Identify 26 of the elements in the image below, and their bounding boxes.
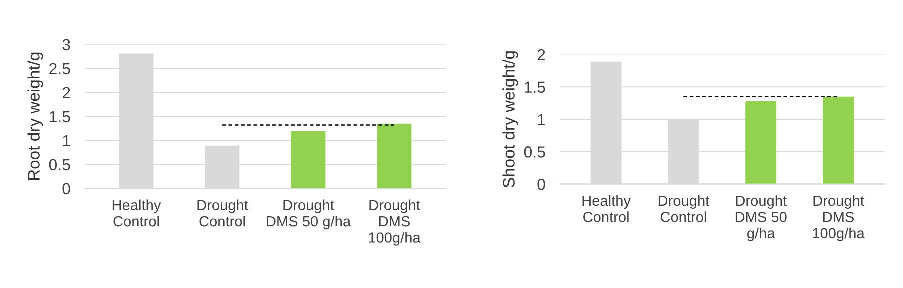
bar [291, 132, 326, 189]
x-tick-label: Drought DMS 50 g/ha [267, 200, 352, 230]
y-tick-label: 0.5 [524, 146, 546, 158]
y-tick-label: 1.5 [524, 82, 546, 94]
y-tick-label: 2.5 [50, 63, 70, 75]
y-tick-label: 2 [538, 49, 546, 61]
x-tick-label: Drought DMS 50 g/ha [736, 195, 787, 242]
y-axis-title: Root dry weight/g [28, 52, 44, 180]
x-tick-label: Healthy Control [582, 195, 631, 222]
y-tick-label: 1.5 [50, 111, 70, 123]
bar [377, 124, 412, 189]
x-tick-label: Drought DMS 100g/ha [369, 200, 421, 246]
y-tick-label: 0 [538, 178, 546, 190]
y-tick-label: 1 [538, 114, 546, 126]
bar [746, 101, 777, 184]
y-tick-label: 3 [62, 39, 70, 51]
y-tick-label: 0 [62, 183, 70, 195]
x-tick-label: Drought Control [198, 200, 248, 227]
x-tick-label: Healthy Control [112, 200, 162, 227]
x-tick-label: Drought DMS 100g/ha [813, 195, 865, 242]
x-tick-label: Drought Control [658, 195, 710, 222]
bar [823, 96, 854, 184]
y-axis-title: Shoot dry weight/g [502, 52, 518, 188]
y-tick-label: 2 [62, 87, 70, 98]
y-tick-label: 0.5 [49, 159, 70, 171]
y-tick-label: 1 [63, 135, 70, 146]
